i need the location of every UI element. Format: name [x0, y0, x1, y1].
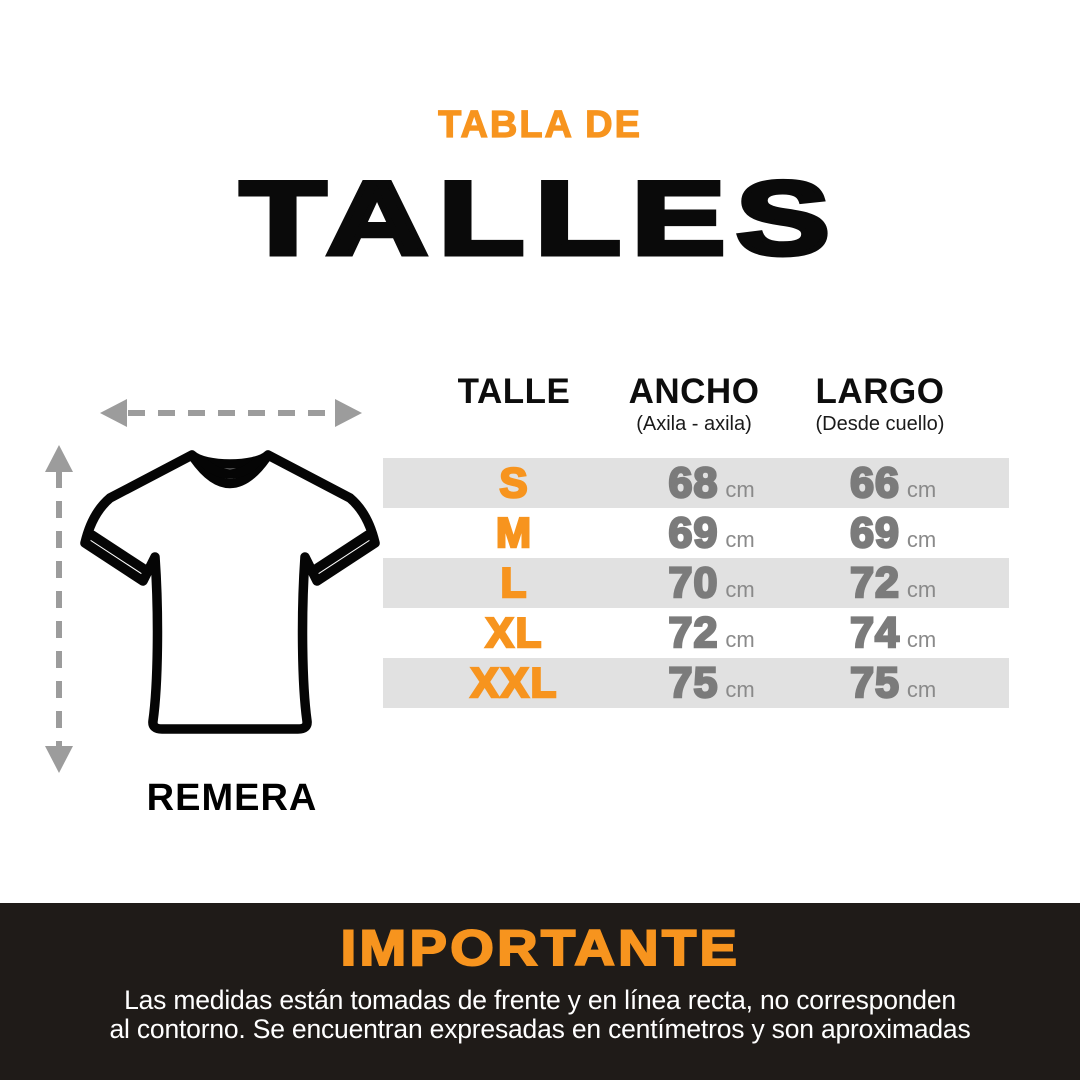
- column-subheader-ancho: (Axila - axila): [636, 413, 752, 435]
- page-title: TALLES: [236, 161, 841, 277]
- table-row-xl: XL 72 cm 74 cm: [383, 607, 1009, 658]
- largo-value: 74 cm: [849, 607, 937, 658]
- footer-note: Las medidas están tomadas de frente y en…: [0, 985, 1080, 1045]
- footer-note-line1: Las medidas están tomadas de frente y en…: [124, 985, 956, 1015]
- ancho-value: 70 cm: [667, 557, 755, 608]
- largo-value: 69 cm: [849, 507, 937, 558]
- column-header-largo: LARGO: [815, 372, 945, 411]
- table-row-xxl: XXL 75 cm 75 cm: [383, 657, 1009, 708]
- largo-value: 75 cm: [849, 657, 937, 708]
- size-chart-header: TALLE ANCHO (Axila - axila) LARGO (Desde…: [383, 372, 1009, 442]
- table-row-s: S 68 cm 66 cm: [383, 457, 1009, 508]
- footer-note-line2: al contorno. Se encuentran expresadas en…: [109, 1014, 971, 1045]
- table-row-l: L 70 cm 72 cm: [383, 557, 1009, 608]
- ancho-value: 72 cm: [667, 607, 755, 658]
- size-label: S: [498, 458, 530, 508]
- footer-banner: IMPORTANTE Las medidas están tomadas de …: [0, 903, 1080, 1080]
- column-header-talle: TALLE: [457, 372, 571, 411]
- size-label: M: [495, 508, 533, 558]
- title-block: TABLA DE TALLES: [0, 0, 1080, 277]
- ancho-value: 68 cm: [667, 457, 755, 508]
- largo-value: 72 cm: [849, 557, 937, 608]
- column-subheader-largo: (Desde cuello): [815, 413, 945, 435]
- size-label: XL: [484, 608, 544, 658]
- column-header-ancho: ANCHO: [628, 372, 760, 411]
- ancho-value: 69 cm: [667, 507, 755, 558]
- garment-label: REMERA: [146, 777, 318, 819]
- size-chart-rows: S 68 cm 66 cm M 69 cm 69 cm L 70 cm 72 cm XL 7…: [383, 457, 1009, 708]
- footer-heading: IMPORTANTE: [339, 920, 740, 976]
- tshirt-icon: [80, 450, 380, 734]
- height-arrow-icon: [45, 445, 73, 773]
- title-eyebrow: TABLA DE: [437, 103, 642, 146]
- size-label: L: [499, 558, 529, 608]
- table-row-m: M 69 cm 69 cm: [383, 507, 1009, 558]
- garment-illustration: [45, 399, 380, 773]
- width-arrow-icon: [100, 399, 362, 427]
- ancho-value: 75 cm: [667, 657, 755, 708]
- largo-value: 66 cm: [849, 457, 937, 508]
- size-label: XXL: [469, 658, 559, 708]
